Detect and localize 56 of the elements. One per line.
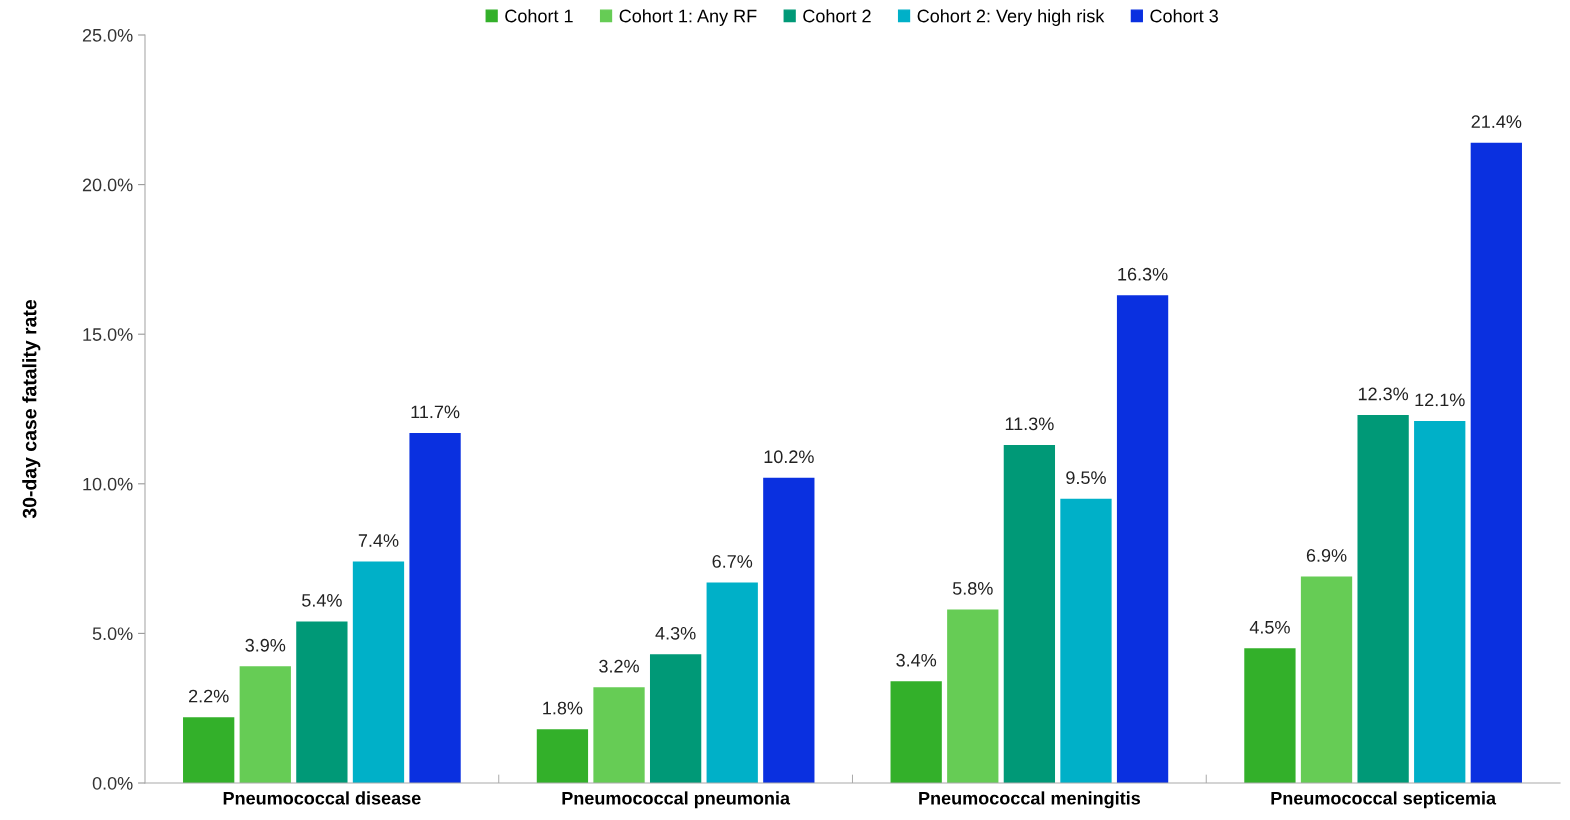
data-label: 3.9% (245, 638, 286, 652)
data-label: 4.3% (655, 626, 696, 640)
data-label: 6.7% (712, 555, 753, 568)
y-tick-label: 5.0% (92, 627, 133, 641)
bar (1414, 420, 1466, 783)
x-tick-label: Pneumococcal septicemia (1271, 791, 1497, 809)
bar (593, 687, 645, 783)
x-tick-label: Pneumococcal disease (223, 791, 421, 805)
bar (1244, 648, 1296, 783)
legend-label: Cohort 3 (1150, 9, 1218, 23)
legend-label: Cohort 2: Very high risk (917, 9, 1105, 26)
x-tick-label: Pneumococcal pneumonia (562, 791, 791, 809)
data-label: 7.4% (358, 534, 399, 547)
data-label: 11.7% (411, 405, 460, 419)
bar (296, 621, 348, 783)
y-tick-label: 10.0% (83, 477, 133, 491)
data-label: 12.3% (1358, 387, 1409, 401)
data-label: 9.5% (1066, 471, 1106, 485)
bar (947, 609, 999, 783)
bar (352, 561, 405, 783)
legend-label: Cohort 2 (803, 9, 871, 23)
data-label: 16.3% (1118, 267, 1168, 281)
y-tick-label: 20.0% (82, 178, 133, 192)
bar (183, 717, 235, 783)
data-label: 6.9% (1306, 549, 1347, 562)
legend-label: Cohort 1: Any RF (619, 9, 757, 26)
x-tick-label: Pneumococcal meningitis (919, 791, 1141, 809)
bar (409, 432, 461, 783)
bar (763, 477, 815, 783)
bar (1060, 498, 1112, 783)
y-tick-label: 25.0% (82, 28, 133, 42)
bar (706, 582, 758, 783)
data-label: 10.2% (764, 450, 814, 464)
y-tick-label: 15.0% (83, 328, 133, 341)
data-label: 3.2% (599, 659, 639, 673)
data-label: 3.4% (896, 653, 937, 667)
bar (649, 654, 702, 783)
data-label: 12.1% (1415, 393, 1465, 407)
bar (1357, 414, 1409, 783)
data-label: 21.4% (1471, 115, 1522, 128)
bar (1116, 295, 1169, 783)
bar (1470, 142, 1522, 783)
y-axis-title: 30-day case fatality rate (22, 299, 41, 519)
legend-label: Cohort 1 (505, 9, 573, 23)
bar (890, 681, 942, 783)
data-label: 1.8% (543, 701, 583, 715)
data-label: 11.3% (1005, 417, 1054, 431)
bar (239, 666, 291, 783)
data-label: 2.2% (189, 689, 229, 703)
bar (1003, 444, 1056, 783)
data-label: 4.5% (1249, 620, 1290, 634)
data-label: 5.4% (302, 594, 342, 607)
data-label: 5.8% (952, 582, 993, 595)
y-tick-label: 0.0% (92, 776, 133, 790)
bar (1300, 576, 1353, 783)
bar (536, 729, 589, 783)
